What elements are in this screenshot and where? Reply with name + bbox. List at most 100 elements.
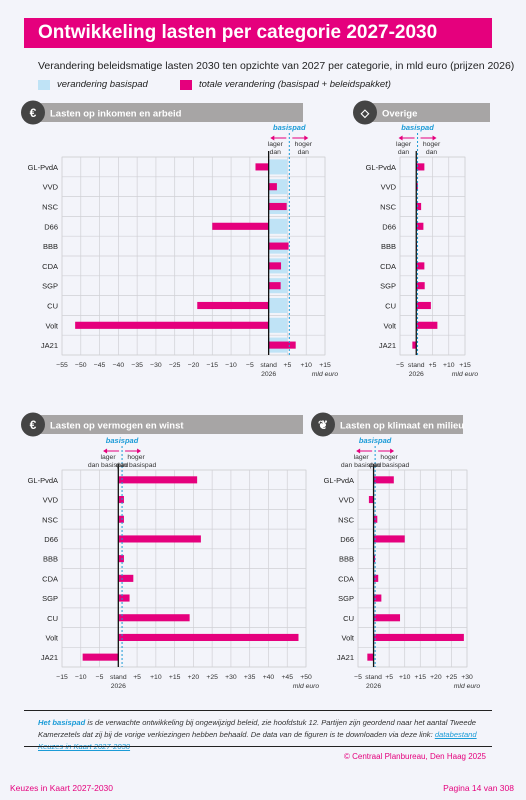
bar-total bbox=[373, 614, 401, 622]
panel-title: Overige bbox=[382, 109, 417, 120]
higher-label: hoger bbox=[295, 141, 313, 148]
unit-label: mld euro bbox=[293, 683, 320, 690]
footer-page-number: Pagina 14 van 308 bbox=[443, 783, 514, 793]
stand-label: stand bbox=[408, 362, 425, 369]
category-label: BBB bbox=[381, 242, 396, 251]
plot-frame bbox=[399, 156, 466, 356]
bar-total bbox=[268, 341, 296, 349]
category-label: JA21 bbox=[41, 653, 58, 662]
tag-icon-bg bbox=[353, 100, 377, 125]
bar-total bbox=[367, 653, 374, 661]
x-tick-label: −50 bbox=[75, 362, 87, 369]
bar-basispad bbox=[268, 297, 288, 314]
x-tick-label: +40 bbox=[263, 674, 275, 681]
lower-label-2: dan basispad bbox=[88, 462, 129, 469]
euro-bag-icon-bg bbox=[21, 100, 45, 125]
copyright: © Centraal Planbureau, Den Haag 2025 bbox=[344, 752, 486, 761]
higher-label: hoger bbox=[423, 141, 441, 148]
higher-label: hoger bbox=[380, 454, 398, 461]
euro-bag-icon-glyph: € bbox=[30, 418, 37, 432]
x-tick-label: +10 bbox=[399, 674, 411, 681]
x-tick-label: +5 bbox=[385, 674, 393, 681]
x-tick-label: −45 bbox=[94, 362, 106, 369]
euro-bag-icon: € bbox=[21, 412, 45, 437]
bar-total bbox=[373, 574, 379, 582]
euro-bag-icon: € bbox=[21, 100, 45, 125]
basispad-label: basispad bbox=[106, 436, 139, 445]
category-label: NSC bbox=[380, 203, 396, 212]
bar-total bbox=[118, 496, 124, 504]
arrow-higher-head bbox=[304, 135, 309, 141]
panel-header bbox=[328, 415, 463, 434]
x-tick-label: +5 bbox=[133, 674, 141, 681]
x-tick-label: −10 bbox=[75, 674, 87, 681]
legend-swatch-basispad bbox=[38, 79, 50, 90]
bar-total bbox=[416, 222, 424, 230]
lower-label: lager bbox=[354, 454, 370, 461]
category-label: CU bbox=[343, 614, 354, 623]
unit-label: mld euro bbox=[312, 371, 339, 378]
bar-total bbox=[416, 202, 422, 211]
bar-total bbox=[416, 282, 425, 290]
category-label: GL-PvdA bbox=[28, 476, 58, 485]
bar-total bbox=[373, 535, 405, 543]
category-label: Volt bbox=[383, 321, 396, 330]
x-tick-label: +10 bbox=[150, 674, 162, 681]
unit-label: mld euro bbox=[454, 683, 481, 690]
leaf-icon: ❦ bbox=[311, 412, 335, 437]
basispad-label: basispad bbox=[273, 123, 306, 132]
category-label: D66 bbox=[382, 222, 396, 231]
stand-year-label: 2026 bbox=[111, 683, 126, 690]
higher-label: hoger bbox=[127, 454, 145, 461]
bar-total bbox=[373, 476, 394, 484]
bar-total bbox=[212, 222, 269, 230]
x-tick-label: +10 bbox=[300, 362, 312, 369]
x-tick-label: +25 bbox=[446, 674, 458, 681]
panel-header bbox=[370, 103, 490, 122]
bar-total bbox=[268, 262, 282, 270]
bar-total bbox=[75, 321, 269, 329]
x-tick-label: −30 bbox=[150, 362, 162, 369]
x-tick-label: −35 bbox=[131, 362, 143, 369]
panel-header bbox=[38, 103, 303, 122]
category-label: Volt bbox=[45, 321, 58, 330]
category-label: VVD bbox=[43, 496, 59, 505]
legend-swatch-totaal bbox=[180, 79, 192, 90]
bar-total bbox=[268, 242, 289, 250]
x-tick-label: +5 bbox=[429, 362, 437, 369]
bar-basispad bbox=[268, 179, 288, 195]
euro-bag-icon-glyph: € bbox=[30, 106, 37, 120]
category-label: NSC bbox=[338, 515, 354, 524]
basispad-label: basispad bbox=[359, 436, 392, 445]
category-label: GL-PvdA bbox=[324, 476, 354, 485]
legend-label-totaal: totale verandering (basispad + beleidspa… bbox=[199, 79, 391, 90]
plot-frame bbox=[61, 469, 307, 668]
bar-basispad bbox=[268, 159, 288, 175]
arrow-lower-head bbox=[103, 448, 108, 454]
bar-total bbox=[373, 633, 464, 641]
lower-label-2: dan basispad bbox=[341, 462, 382, 469]
divider-top bbox=[24, 710, 492, 711]
panel-title: Lasten op klimaat en milieu bbox=[340, 421, 464, 432]
category-label: CDA bbox=[338, 574, 354, 583]
x-tick-label: +10 bbox=[443, 362, 455, 369]
bar-total bbox=[118, 555, 124, 563]
category-label: NSC bbox=[42, 515, 58, 524]
footnote-text: is de verwachte ontwikkeling bij ongewij… bbox=[38, 718, 477, 739]
bar-total bbox=[268, 183, 277, 191]
chart-panel-3: € Lasten op vermogen en winst −15 −10 −5 +5 +1… bbox=[21, 412, 320, 690]
x-tick-label: −5 bbox=[96, 674, 104, 681]
category-label: CU bbox=[47, 302, 58, 311]
bar-total bbox=[416, 262, 425, 270]
bar-total bbox=[118, 633, 299, 641]
bar-total bbox=[82, 653, 119, 661]
x-tick-label: +20 bbox=[430, 674, 442, 681]
x-tick-label: +45 bbox=[281, 674, 293, 681]
tag-icon: ⬦ bbox=[353, 100, 377, 125]
x-tick-label: −10 bbox=[225, 362, 237, 369]
category-label: JA21 bbox=[379, 341, 396, 350]
category-label: SGP bbox=[42, 594, 58, 603]
leaf-icon-bg bbox=[311, 412, 335, 437]
category-label: CDA bbox=[42, 574, 58, 583]
